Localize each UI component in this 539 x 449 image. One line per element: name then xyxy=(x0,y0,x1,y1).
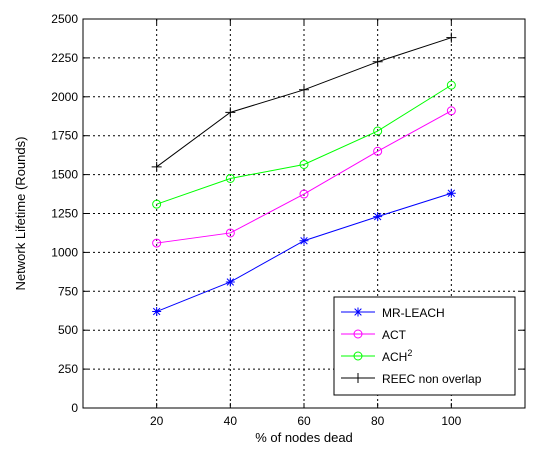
legend-swatch-marker xyxy=(353,351,363,361)
legend-label: REEC non overlap xyxy=(382,372,482,386)
legend: MR-LEACH ACT ACH2 REEC non overlap xyxy=(333,296,516,396)
legend-label: MR-LEACH xyxy=(382,306,445,320)
x-tick-label: 100 xyxy=(441,414,461,428)
data-point xyxy=(299,84,309,95)
y-tick-label: 1250 xyxy=(51,207,78,221)
legend-label: ACH2 xyxy=(382,348,412,364)
y-tick-label: 500 xyxy=(58,323,78,337)
legend-label: ACT xyxy=(382,328,407,342)
axis-ticks: 20 40 60 80 10002505007501000125015001750200… xyxy=(51,12,525,428)
data-point xyxy=(225,277,235,287)
y-tick-label: 750 xyxy=(58,284,78,298)
series-layer xyxy=(151,32,457,317)
data-point xyxy=(373,146,383,156)
data-point xyxy=(372,56,383,67)
legend-swatch-marker xyxy=(353,329,363,339)
data-point xyxy=(225,228,235,238)
legend-swatch-marker xyxy=(353,307,363,317)
y-tick-label: 2250 xyxy=(51,51,78,65)
x-tick-label: 80 xyxy=(371,414,385,428)
legend-label-superscript: 2 xyxy=(407,348,412,358)
legend-entry: ACT xyxy=(341,328,407,342)
series-3 xyxy=(152,80,456,209)
legend-swatch-marker xyxy=(353,373,363,383)
x-tick-label: 20 xyxy=(150,414,164,428)
data-point xyxy=(299,189,309,199)
data-point xyxy=(151,161,162,172)
legend-box xyxy=(333,296,516,396)
legend-entry: ACH2 xyxy=(341,348,412,364)
data-point xyxy=(373,126,383,136)
data-point xyxy=(446,80,456,90)
data-point xyxy=(152,307,162,317)
series-1 xyxy=(152,188,456,317)
legend-entry: MR-LEACH xyxy=(341,306,445,320)
data-point xyxy=(446,188,456,198)
y-tick-label: 0 xyxy=(71,401,78,415)
y-tick-label: 2000 xyxy=(51,90,78,104)
data-point xyxy=(152,199,162,209)
x-tick-label: 60 xyxy=(297,414,311,428)
series-4 xyxy=(151,32,457,172)
y-tick-label: 1500 xyxy=(51,168,78,182)
series-line xyxy=(156,110,452,244)
y-tick-label: 1750 xyxy=(51,129,78,143)
x-tick-label: 40 xyxy=(224,414,238,428)
data-point xyxy=(152,238,162,248)
y-tick-label: 250 xyxy=(58,362,78,376)
data-point xyxy=(299,159,309,169)
legend-entry: REEC non overlap xyxy=(341,372,482,386)
y-tick-label: 2500 xyxy=(51,12,78,26)
series-2 xyxy=(152,106,456,248)
data-point xyxy=(446,106,456,116)
data-point xyxy=(225,173,235,183)
y-tick-label: 1000 xyxy=(51,245,78,259)
grid-lines xyxy=(83,19,525,408)
data-point xyxy=(299,236,309,246)
y-axis-label: Network Lifetime (Rounds) xyxy=(13,137,28,291)
series-line xyxy=(156,84,452,205)
x-axis-label: % of nodes dead xyxy=(255,430,353,445)
data-point xyxy=(225,107,236,118)
data-point xyxy=(446,32,457,43)
data-point xyxy=(373,212,383,222)
